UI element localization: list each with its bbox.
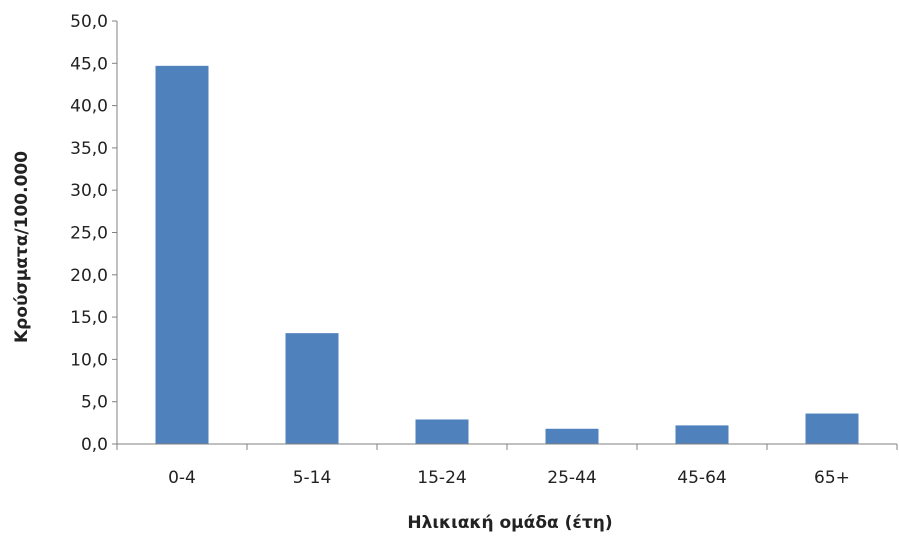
x-tick-label: 5-14 [293, 468, 332, 488]
y-tick-label: 20,0 [70, 266, 108, 286]
x-tick-label: 25-44 [547, 468, 596, 488]
y-tick-label: 50,0 [70, 12, 108, 32]
y-tick-label: 15,0 [70, 308, 108, 328]
x-tick-label: 45-64 [677, 468, 726, 488]
bar-65+ [805, 413, 859, 444]
y-tick-label: 10,0 [70, 350, 108, 370]
y-tick-label: 45,0 [70, 54, 108, 74]
y-tick-label: 25,0 [70, 224, 108, 244]
y-tick-label: 5,0 [81, 393, 108, 413]
bar-45-64 [675, 425, 729, 444]
y-axis-ticks: 0,0 5,0 10,0 15,0 20,0 25,0 30,0 35,0 40,0 45,0 50… [70, 12, 117, 455]
bar-5-14 [285, 333, 339, 444]
x-axis-title: Ηλικιακή ομάδα (έτη) [407, 513, 612, 533]
y-tick-label: 0,0 [81, 435, 108, 455]
y-axis-title: Κρούσματα/100.000 [12, 151, 32, 343]
x-axis-ticks: 0-4 5-14 15-24 25-44 45-64 65+ [116, 444, 898, 488]
y-tick-label: 40,0 [70, 97, 108, 117]
y-tick-label: 30,0 [70, 181, 108, 201]
x-tick-label: 0-4 [168, 468, 196, 488]
bar-25-44 [545, 428, 599, 444]
bars-group [155, 65, 859, 444]
bar-15-24 [415, 419, 469, 444]
x-tick-label: 15-24 [417, 468, 466, 488]
x-tick-label: 65+ [814, 468, 850, 488]
bar-0-4 [155, 65, 209, 444]
y-tick-label: 35,0 [70, 139, 108, 159]
